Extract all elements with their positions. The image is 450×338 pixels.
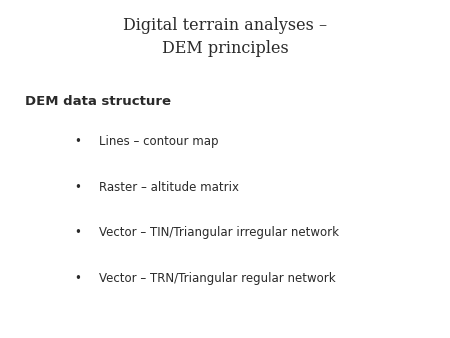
Text: •: • [74, 135, 81, 148]
Text: •: • [74, 181, 81, 194]
Text: Digital terrain analyses –
DEM principles: Digital terrain analyses – DEM principle… [123, 17, 327, 57]
Text: •: • [74, 226, 81, 239]
Text: DEM data structure: DEM data structure [25, 95, 171, 107]
Text: Vector – TRN/Triangular regular network: Vector – TRN/Triangular regular network [99, 272, 336, 285]
Text: •: • [74, 272, 81, 285]
Text: Lines – contour map: Lines – contour map [99, 135, 219, 148]
Text: Raster – altitude matrix: Raster – altitude matrix [99, 181, 239, 194]
Text: Vector – TIN/Triangular irregular network: Vector – TIN/Triangular irregular networ… [99, 226, 339, 239]
